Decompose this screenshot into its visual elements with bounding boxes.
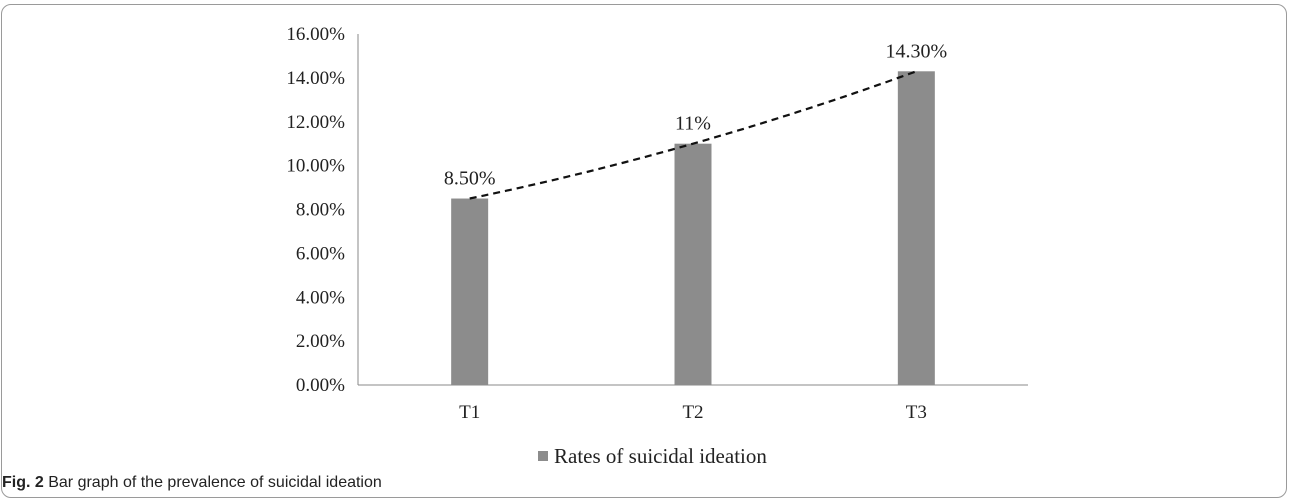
y-tick-label: 16.00% <box>286 24 345 45</box>
data-labels: 8.50% 11% 14.30% <box>444 40 947 189</box>
y-tick-label: 14.00% <box>286 68 345 89</box>
data-label: 8.50% <box>444 168 496 190</box>
x-tick-label: T2 <box>682 402 703 423</box>
bar-series <box>451 71 935 385</box>
y-tick-label: 0.00% <box>296 375 345 396</box>
legend-swatch <box>538 451 548 461</box>
y-axis-ticks: 0.00% 2.00% 4.00% 6.00% 8.00% 10.00% 12.00% 14.… <box>286 24 345 396</box>
x-tick-label: T1 <box>459 402 480 423</box>
figure-caption: Fig. 2 Bar graph of the prevalence of su… <box>2 474 382 492</box>
legend: Rates of suicidal ideation <box>538 444 767 468</box>
bar <box>897 71 935 385</box>
data-label: 14.30% <box>885 40 947 62</box>
x-tick-label: T3 <box>906 402 927 423</box>
x-axis-ticks: T1 T2 T3 <box>459 402 927 423</box>
bar <box>451 198 489 385</box>
y-tick-label: 12.00% <box>286 112 345 133</box>
caption-label: Fig. 2 <box>2 474 44 491</box>
trendline <box>469 70 917 200</box>
figure-frame <box>1 4 1287 498</box>
y-tick-label: 6.00% <box>296 243 345 264</box>
caption-text: Bar graph of the prevalence of suicidal … <box>48 474 382 491</box>
y-tick-label: 2.00% <box>296 331 345 352</box>
legend-label: Rates of suicidal ideation <box>554 444 767 468</box>
data-label: 11% <box>675 113 711 135</box>
y-tick-label: 8.00% <box>296 200 345 221</box>
bar <box>674 143 712 385</box>
y-tick-label: 4.00% <box>296 287 345 308</box>
y-tick-label: 10.00% <box>286 156 345 177</box>
